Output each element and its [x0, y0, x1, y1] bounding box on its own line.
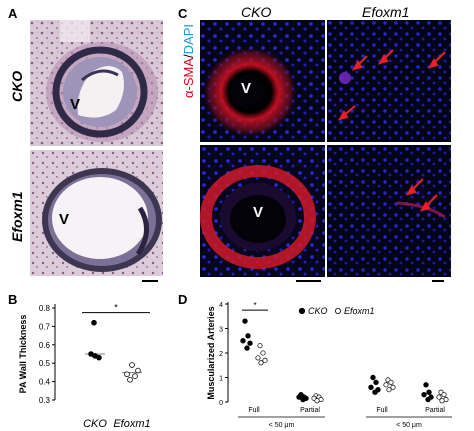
efoxm1-data-point [257, 343, 263, 349]
stain-separator: / [181, 54, 196, 58]
size-bracket-label: < 50 μm [269, 422, 295, 429]
cko-data-point [373, 379, 379, 386]
panel-a-row-label-cko: CKO [9, 70, 25, 102]
cko-data-point [240, 338, 246, 344]
cko-data-point [300, 396, 306, 403]
y-tick-label: 0.8 [39, 304, 51, 313]
panel-c-cko-top-fluorescence-image [200, 20, 325, 142]
panel-c-letter: C [178, 6, 188, 21]
efoxm1-data-point [124, 371, 130, 378]
panel-c-efoxm1-top-fluorescence-image [327, 20, 451, 142]
dapi-label: DAPI [181, 24, 196, 55]
significance-marker: * [253, 301, 256, 310]
cko-data-point [372, 389, 378, 395]
cko-data-point [426, 389, 432, 395]
y-axis-label: Muscularized Arteries [206, 306, 216, 399]
cko-data-point [242, 318, 248, 324]
legend-efoxm1-marker [334, 307, 341, 314]
legend-efoxm1-label: Efoxm1 [344, 306, 375, 316]
y-tick-label: 3 [219, 327, 223, 334]
cko-data-point [421, 391, 427, 398]
y-tick-label: 4 [219, 302, 223, 309]
cko-data-point [368, 384, 374, 391]
cko-data-point [370, 374, 376, 381]
cko-data-point [423, 382, 429, 388]
panel-c-cko-bottom-lumen-label: V [253, 204, 264, 221]
y-tick-label: 2 [219, 351, 223, 358]
y-tick-label: 0.6 [39, 341, 51, 350]
panel-d-letter: D [178, 292, 188, 307]
cko-data-point [96, 354, 102, 361]
panel-a-efoxm1-lumen-label: V [59, 211, 70, 228]
panel-a-efoxm1-histology-image [30, 150, 163, 276]
legend-cko-label: CKO [308, 306, 328, 316]
cko-data-point [296, 394, 302, 400]
size-bracket-label: < 50 μm [396, 422, 422, 429]
panel-a-scale-bar [142, 280, 158, 282]
panel-a-cko-lumen-label: V [70, 96, 81, 113]
panel-c-cko-scale-bar [296, 280, 321, 282]
efoxm1-data-point [390, 384, 396, 390]
efoxm1-data-point [260, 350, 266, 356]
cko-data-point [247, 340, 253, 346]
panel-a-row-label-efoxm1: Efoxm1 [9, 191, 25, 242]
panel-c-column-label-efoxm1: Efoxm1 [362, 4, 410, 20]
y-tick-label: 1 [219, 376, 223, 383]
y-tick-label: 0.5 [39, 359, 51, 368]
panel-a-cko-histology-image [30, 20, 163, 146]
efoxm1-data-point [386, 387, 392, 393]
x-category-label: CKO [83, 418, 107, 430]
group-label: Full [248, 407, 260, 414]
group-label: Partial [425, 407, 445, 414]
efoxm1-data-point [127, 376, 133, 383]
efoxm1-data-point [258, 360, 264, 366]
efoxm1-data-point [383, 382, 389, 388]
efoxm1-data-point [262, 357, 268, 363]
x-category-label: Efoxm1 [113, 418, 150, 430]
panel-c-cko-bottom-fluorescence-image [200, 145, 325, 277]
efoxm1-data-point [436, 394, 442, 400]
y-tick-label: 0 [219, 400, 223, 407]
efoxm1-data-point [439, 398, 445, 404]
efoxm1-data-point [441, 392, 447, 398]
panel-b-wall-thickness-chart: 0.3 0.4 0.5 0.6 0.7 0.8 PA Wall Thickness CKO Ef… [18, 303, 151, 430]
cko-data-point [425, 396, 431, 403]
efoxm1-data-point [135, 367, 141, 374]
panel-b-letter: B [8, 292, 18, 307]
group-label: Full [376, 407, 388, 414]
efoxm1-data-point [255, 355, 261, 361]
significance-marker: * [114, 303, 118, 313]
panel-c-efoxm1-scale-bar [432, 280, 444, 282]
y-tick-label: 0.4 [39, 378, 51, 387]
panel-c-efoxm1-bottom-fluorescence-image [327, 145, 451, 277]
panel-c-stain-label: α-SMA/DAPI [181, 24, 196, 98]
y-axis-label: PA Wall Thickness [18, 315, 28, 394]
alpha-sma-label: α-SMA [181, 57, 196, 98]
group-label: Partial [300, 407, 320, 414]
cko-data-point [245, 333, 251, 339]
efoxm1-data-point [388, 379, 394, 385]
y-tick-label: 0.3 [39, 396, 51, 405]
efoxm1-data-point [132, 373, 138, 379]
efoxm1-data-point [129, 362, 135, 368]
panel-c-column-label-cko: CKO [241, 4, 272, 20]
y-tick-label: 0.7 [39, 322, 51, 331]
legend-cko-marker [298, 307, 306, 315]
efoxm1-data-point [314, 398, 320, 404]
panel-c-cko-top-lumen-label: V [241, 80, 252, 97]
cko-data-point [244, 345, 250, 351]
cko-data-point [91, 319, 97, 326]
panel-a-letter: A [8, 6, 18, 21]
